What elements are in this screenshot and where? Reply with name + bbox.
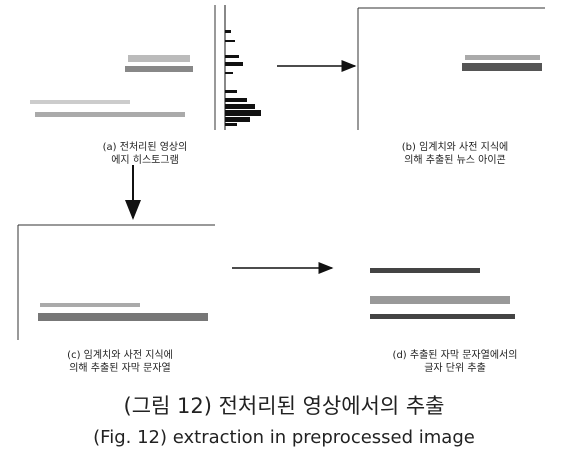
edge-histogram — [225, 5, 261, 130]
panel-caption: 에지 히스토그램 — [111, 154, 179, 166]
figure-caption-english: (Fig. 12) extraction in preprocessed ima… — [93, 427, 475, 448]
panel-a-image — [30, 5, 215, 130]
figure: (a) 전처리된 영상의에지 히스토그램(b) 임계치와 사전 지식에의해 추출… — [0, 0, 568, 463]
panel-caption: 의해 추출된 자막 문자열 — [69, 361, 171, 374]
panel-caption: (d) 추출된 자막 문자열에서의 — [393, 349, 518, 361]
panel-caption: (c) 임계치와 사전 지식에 — [67, 348, 173, 361]
panel-d-image — [370, 268, 515, 319]
panel-caption: (b) 임계치와 사전 지식에 — [402, 140, 509, 153]
panel-b-image — [358, 8, 545, 130]
panel-caption: 의해 추출된 뉴스 아이콘 — [404, 153, 506, 166]
panel-c-image — [18, 225, 215, 340]
panel-caption: 글자 단위 추출 — [424, 361, 486, 374]
panel-caption: (a) 전처리된 영상의 — [103, 141, 188, 153]
figure-caption: (그림 12) 전처리된 영상에서의 추출 — [124, 394, 445, 418]
